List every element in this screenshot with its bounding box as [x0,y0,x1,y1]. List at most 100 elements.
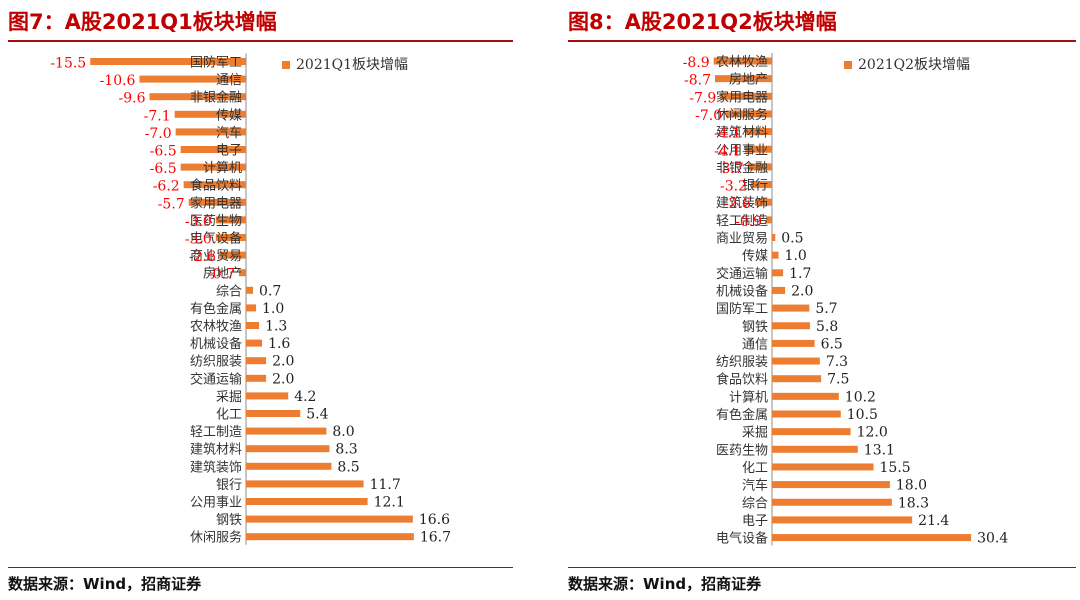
value-label: 15.5 [880,460,911,476]
bar [149,93,246,101]
value-label: 16.6 [419,512,450,528]
category-label: 食品饮料 [190,178,242,194]
category-label: 银行 [742,179,768,194]
category-label: 家用电器 [190,195,242,211]
bar [246,304,257,312]
bar [219,251,246,259]
category-label: 汽车 [742,478,768,494]
bar [215,234,246,241]
category-label: 房地产 [203,266,242,282]
category-label: 汽车 [216,125,242,141]
value-label: -6.5 [150,161,177,177]
category-label: 计算机 [729,390,768,405]
value-label: 8.3 [335,442,357,458]
value-label: 10.5 [847,407,878,423]
category-label: 电子 [216,144,242,159]
value-label: -9.6 [119,91,146,107]
bar [772,534,972,542]
value-label: -7.1 [144,108,171,124]
bar [772,392,839,400]
category-label: 休闲服务 [716,107,768,123]
category-label: 建筑材料 [716,125,768,141]
figure-8-panel: 图8：A股2021Q2板块增幅 2021Q2板块增幅 农林牧渔 -8.9 房地产 -8.… [540,0,1080,600]
category-label: 农林牧渔 [716,55,768,70]
category-label: 建筑装饰 [190,459,242,475]
category-label: 休闲服务 [190,530,242,546]
category-label: 商业贸易 [716,232,768,247]
category-label: 电气设备 [716,531,768,547]
legend: 2021Q2板块增幅 [844,57,970,73]
value-label: 2.0 [272,354,294,370]
bar [726,110,772,118]
value-label: -2.6 [724,196,751,212]
title-rule [568,40,1076,42]
category-label: 有色金属 [190,301,242,317]
category-label: 商业贸易 [190,249,242,264]
category-label: 公用事业 [716,143,768,158]
value-label: 4.2 [294,389,316,405]
bar [246,392,289,400]
value-label: 1.7 [789,266,811,282]
value-label: -8.9 [683,55,710,71]
title-rule [8,40,513,42]
value-label: 1.6 [268,336,290,352]
value-label: 0.7 [259,283,281,299]
bar [215,216,246,224]
value-label: -6.5 [150,144,177,160]
category-label: 非银金融 [190,90,242,106]
bar [772,410,841,418]
category-label: 通信 [216,73,242,88]
bar [745,128,772,136]
value-label: -4.1 [714,143,741,159]
bar [246,339,263,347]
bar [246,322,260,329]
value-label: 6.5 [821,336,843,352]
value-label: -0.9 [735,214,762,230]
bar [772,234,776,241]
value-label: 18.0 [896,478,927,494]
value-label: 11.7 [370,477,401,493]
bar [246,445,330,453]
bar [766,216,772,224]
value-label: 1.0 [262,301,284,317]
category-label: 公用事业 [190,496,242,511]
value-label: 16.7 [420,530,451,546]
bar [139,75,246,83]
value-label: 1.3 [265,319,287,335]
bar [772,375,822,383]
bar [720,92,772,100]
category-label: 家用电器 [716,89,768,105]
category-label: 房地产 [729,72,768,88]
category-label: 国防军工 [716,301,768,317]
bar [246,427,327,435]
category-label: 建筑材料 [190,442,242,458]
bar [246,357,267,365]
bar [175,128,246,136]
category-label: 机械设备 [190,336,242,352]
value-label: 5.7 [815,301,837,317]
bar [772,463,874,471]
bar [772,251,779,259]
q2-bar-chart: 2021Q2板块增幅 农林牧渔 -8.9 房地产 -8.7 家用电器-7.9休闲服务-7.… [683,53,1008,547]
category-label: 非银金融 [716,160,768,176]
figure-title: 图7：A股2021Q1板块增幅 [8,10,277,34]
value-label: 8.5 [337,459,359,475]
category-label: 有色金属 [716,407,768,423]
bar [715,75,772,83]
category-label: 纺织服装 [190,355,242,370]
category-label: 建筑装饰 [716,195,768,211]
category-label: 银行 [216,478,242,493]
value-label: -10.6 [100,73,136,89]
bar [772,286,786,294]
value-label: 8.0 [332,424,354,440]
bar [174,110,246,118]
category-label: 医药生物 [190,214,242,229]
category-label: 采掘 [742,426,768,441]
bar [772,304,810,312]
value-label: 2.0 [791,283,813,299]
value-label: 7.5 [827,372,849,388]
bar [772,516,913,524]
category-label: 电气设备 [190,231,242,247]
value-label: -7.0 [145,126,172,142]
value-label: -5.7 [158,196,185,212]
